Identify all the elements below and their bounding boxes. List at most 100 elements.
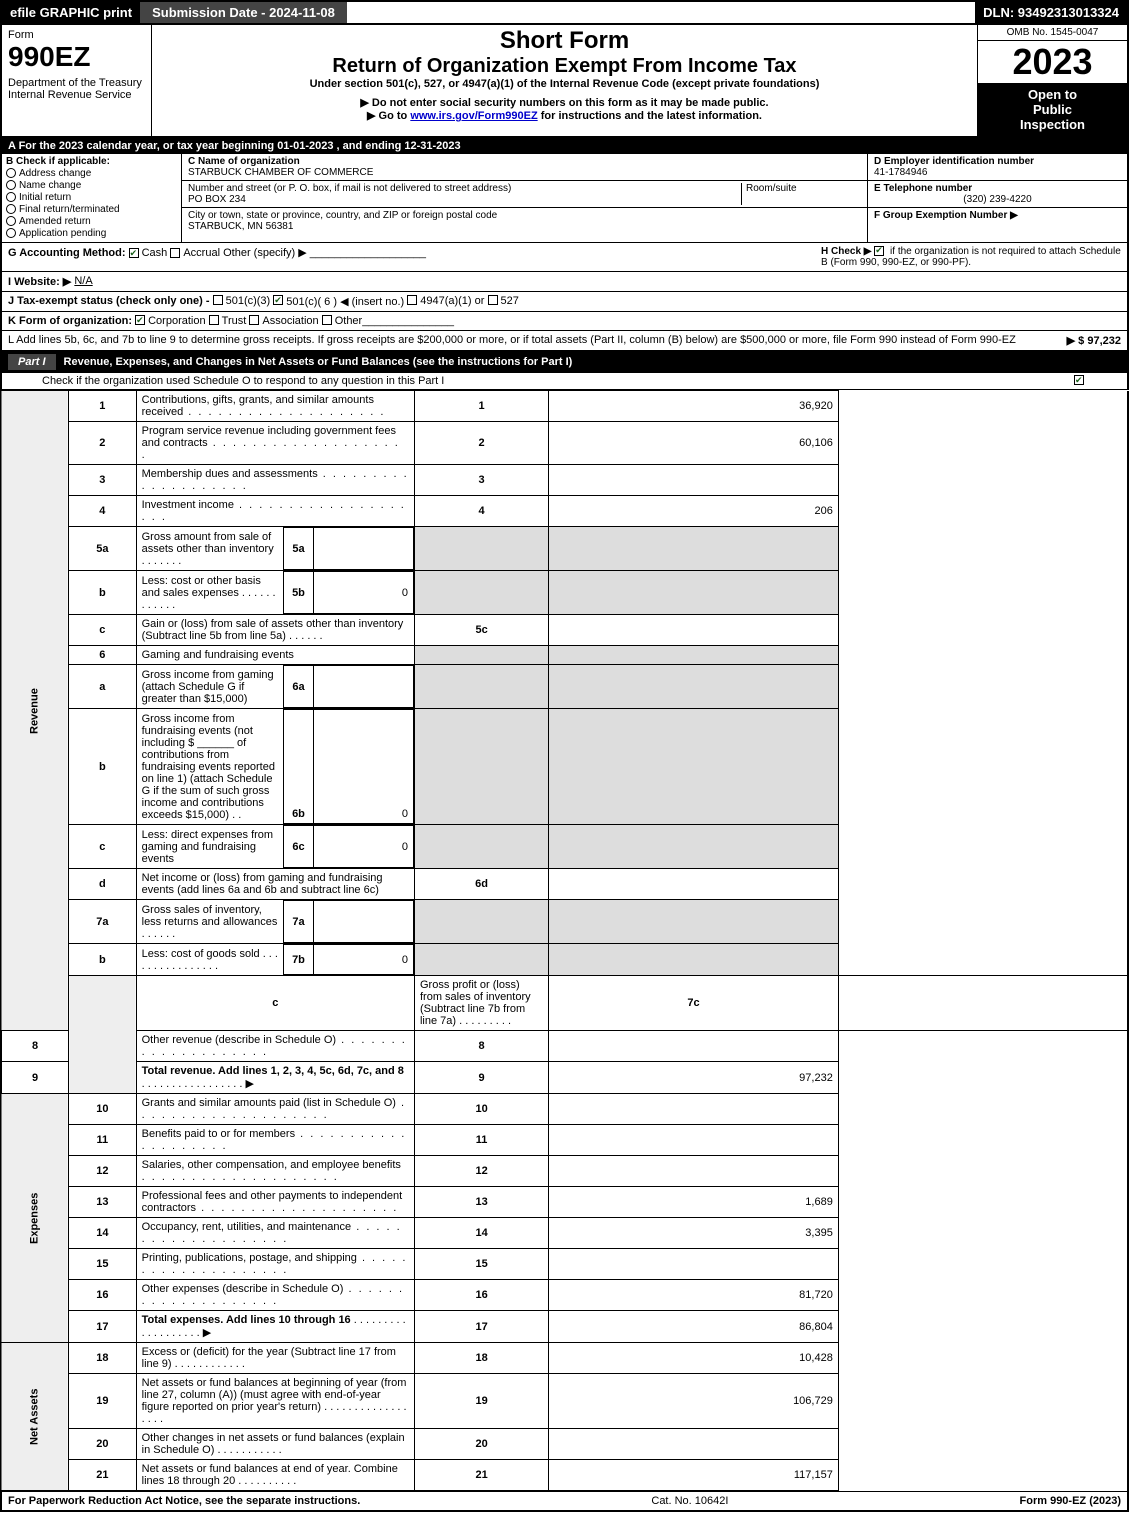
ln21-ref: 21 (414, 1460, 548, 1491)
lbl-other-org: Other (335, 315, 363, 327)
ln9-desc: Total revenue. Add lines 1, 2, 3, 4, 5c,… (142, 1065, 404, 1077)
ln1-num: 1 (69, 391, 137, 422)
lbl-initial: Initial return (19, 192, 71, 203)
lbl-corp: Corporation (148, 315, 205, 327)
ln7a-shade (414, 900, 548, 944)
vlabel-expenses: Expenses (1, 1094, 69, 1343)
chk-4947[interactable] (407, 295, 417, 305)
chk-initial-return[interactable] (6, 192, 16, 202)
title-return: Return of Organization Exempt From Incom… (160, 55, 969, 78)
chk-schedule-o[interactable] (1074, 375, 1084, 385)
ln6d-num: d (69, 869, 137, 900)
i-label: I Website: ▶ (8, 275, 71, 288)
ln6a-shade2 (549, 665, 839, 709)
subtitle: Under section 501(c), 527, or 4947(a)(1)… (160, 78, 969, 90)
ln15-desc: Printing, publications, postage, and shi… (142, 1252, 357, 1264)
chk-501c[interactable] (273, 295, 283, 305)
ln6a-shade (414, 665, 548, 709)
part-i-title: Revenue, Expenses, and Changes in Net As… (64, 356, 573, 368)
ein-lbl: D Employer identification number (874, 156, 1034, 167)
irs-label: Internal Revenue Service (8, 89, 145, 101)
efile-label[interactable]: efile GRAPHIC print (2, 2, 140, 23)
row-i: I Website: ▶ N/A (0, 272, 1129, 292)
city-val: STARBUCK, MN 56381 (188, 221, 293, 232)
ln9-ref: 9 (414, 1062, 548, 1094)
ln20-num: 20 (69, 1429, 137, 1460)
ln18-ref: 18 (414, 1343, 548, 1374)
ln7b-shade2 (549, 944, 839, 976)
ln4-desc: Investment income (142, 499, 234, 511)
group-lbl: F Group Exemption Number ▶ (874, 210, 1018, 221)
ln10-ref: 10 (414, 1094, 548, 1125)
lbl-501c: 501(c)( 6 ) ◀ (insert no.) (286, 295, 404, 308)
ln5a-num: 5a (69, 527, 137, 571)
chk-pending[interactable] (6, 228, 16, 238)
chk-address-change[interactable] (6, 168, 16, 178)
ln18-desc: Excess or (deficit) for the year (Subtra… (142, 1346, 396, 1370)
ln16-amt: 81,720 (549, 1280, 839, 1311)
ln6d-amt (549, 869, 839, 900)
chk-cash[interactable] (129, 248, 139, 258)
ln6c-shade2 (549, 825, 839, 869)
chk-name-change[interactable] (6, 180, 16, 190)
ln21-desc: Net assets or fund balances at end of ye… (142, 1463, 398, 1487)
vlabel-revenue-cont (69, 976, 137, 1094)
chk-amended[interactable] (6, 216, 16, 226)
row-l: L Add lines 5b, 6c, and 7b to line 9 to … (0, 331, 1129, 351)
chk-accrual[interactable] (170, 248, 180, 258)
chk-other-org[interactable] (322, 315, 332, 325)
section-c: C Name of organizationSTARBUCK CHAMBER O… (182, 154, 867, 242)
ln17-desc: Total expenses. Add lines 10 through 16 (142, 1314, 351, 1326)
check-note: Check if the organization used Schedule … (42, 375, 444, 387)
ln18-amt: 10,428 (549, 1343, 839, 1374)
ln5b-shade (414, 571, 548, 615)
city-lbl: City or town, state or province, country… (188, 210, 497, 221)
ln13-ref: 13 (414, 1187, 548, 1218)
lbl-other-method: Other (specify) ▶ (223, 247, 307, 259)
ln1-amt: 36,920 (549, 391, 839, 422)
ln6c-num: c (69, 825, 137, 869)
open-line1: Open to (982, 87, 1123, 102)
chk-501c3[interactable] (213, 295, 223, 305)
chk-527[interactable] (488, 295, 498, 305)
chk-schedule-b[interactable] (874, 246, 884, 256)
ln15-num: 15 (69, 1249, 137, 1280)
ln11-desc: Benefits paid to or for members (142, 1128, 295, 1140)
ln6a-subamt (313, 666, 413, 708)
ln5a-desc: Gross amount from sale of assets other t… (142, 531, 274, 555)
ln4-ref: 4 (414, 496, 548, 527)
chk-trust[interactable] (209, 315, 219, 325)
section-h: H Check ▶ if the organization is not req… (821, 246, 1121, 268)
l-amount: ▶ $ 97,232 (1067, 334, 1121, 347)
form-number: 990EZ (8, 41, 145, 73)
ln6-num: 6 (69, 646, 137, 665)
ln12-ref: 12 (414, 1156, 548, 1187)
phone-lbl: E Telephone number (874, 183, 972, 194)
irs-link[interactable]: www.irs.gov/Form990EZ (410, 110, 537, 122)
page-footer: For Paperwork Reduction Act Notice, see … (0, 1491, 1129, 1512)
ln5c-ref: 5c (414, 615, 548, 646)
chk-final-return[interactable] (6, 204, 16, 214)
ln6c-desc: Less: direct expenses from gaming and fu… (142, 829, 273, 865)
ln14-amt: 3,395 (549, 1218, 839, 1249)
chk-assoc[interactable] (249, 315, 259, 325)
ln3-amt (549, 465, 839, 496)
part-i-label: Part I (8, 354, 56, 370)
ln5b-num: b (69, 571, 137, 615)
ln18-num: 18 (69, 1343, 137, 1374)
ln19-num: 19 (69, 1374, 137, 1429)
ln7c-amt (838, 976, 1128, 1031)
ln7a-num: 7a (69, 900, 137, 944)
chk-corp[interactable] (135, 315, 145, 325)
footer-formno: Form 990-EZ (2023) (1020, 1495, 1121, 1507)
ln21-amt: 117,157 (549, 1460, 839, 1491)
form-header: Form 990EZ Department of the Treasury In… (0, 25, 1129, 138)
ln5c-desc: Gain or (loss) from sale of assets other… (142, 618, 404, 642)
ln5c-num: c (69, 615, 137, 646)
c-name-lbl: C Name of organization (188, 156, 300, 167)
ln5a-shade2 (549, 527, 839, 571)
dept-treasury: Department of the Treasury (8, 77, 145, 89)
room-lbl: Room/suite (746, 183, 797, 194)
ln6d-desc: Net income or (loss) from gaming and fun… (136, 869, 414, 900)
header-left: Form 990EZ Department of the Treasury In… (2, 25, 152, 136)
